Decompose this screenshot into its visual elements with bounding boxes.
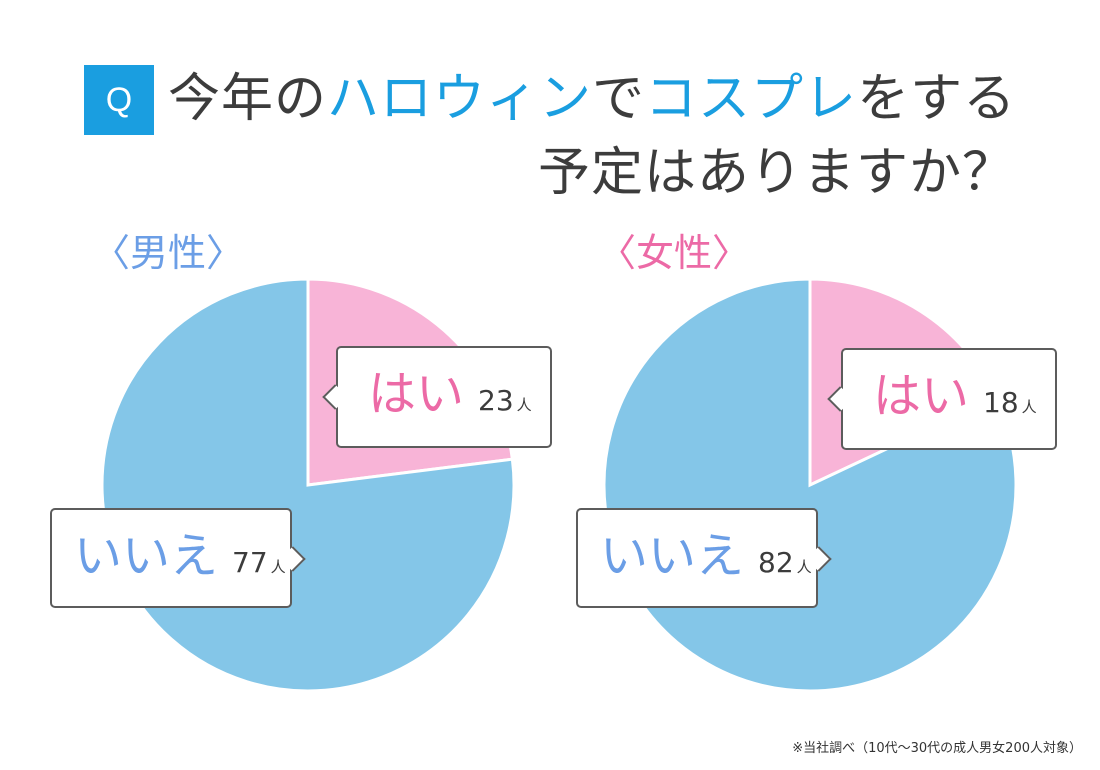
slice-value: 23 <box>478 384 514 417</box>
slice-label: いいえ <box>74 528 219 584</box>
male-no-callout: いいえ 77 人 <box>50 508 292 608</box>
male-pie <box>100 277 516 693</box>
slice-label: はい <box>873 368 970 424</box>
question-badge: Q <box>84 65 154 135</box>
slice-value: 77 <box>232 546 268 579</box>
title-part: 今年の <box>168 69 328 129</box>
survey-question: 今年のハロウィンでコスプレをする 予定はありますか？ <box>168 62 1028 210</box>
slice-value: 82 <box>758 546 794 579</box>
title-part: をする <box>857 69 1017 129</box>
title-part: ハロウィン <box>327 69 593 129</box>
title-part: コスプレ <box>645 69 858 129</box>
slice-unit: 人 <box>1021 398 1037 416</box>
female-chart-title: 〈女性〉 <box>598 231 751 275</box>
slice-value: 18 <box>983 386 1019 419</box>
title-part: で <box>592 69 646 129</box>
slice-label: はい <box>368 366 465 422</box>
slice-unit: 人 <box>796 558 812 576</box>
male-chart-title: 〈男性〉 <box>92 231 245 275</box>
female-pie <box>602 277 1018 693</box>
female-no-callout: いいえ 82 人 <box>576 508 818 608</box>
slice-unit: 人 <box>270 558 286 576</box>
female-yes-callout: はい 18 人 <box>841 348 1057 450</box>
male-yes-callout: はい 23 人 <box>336 346 552 448</box>
footnote: ※当社調べ（10代〜30代の成人男女200人対象） <box>792 741 1082 756</box>
slice-label: いいえ <box>600 528 745 584</box>
slice-unit: 人 <box>516 396 532 414</box>
title-line-2: 予定はありますか？ <box>538 143 1016 203</box>
